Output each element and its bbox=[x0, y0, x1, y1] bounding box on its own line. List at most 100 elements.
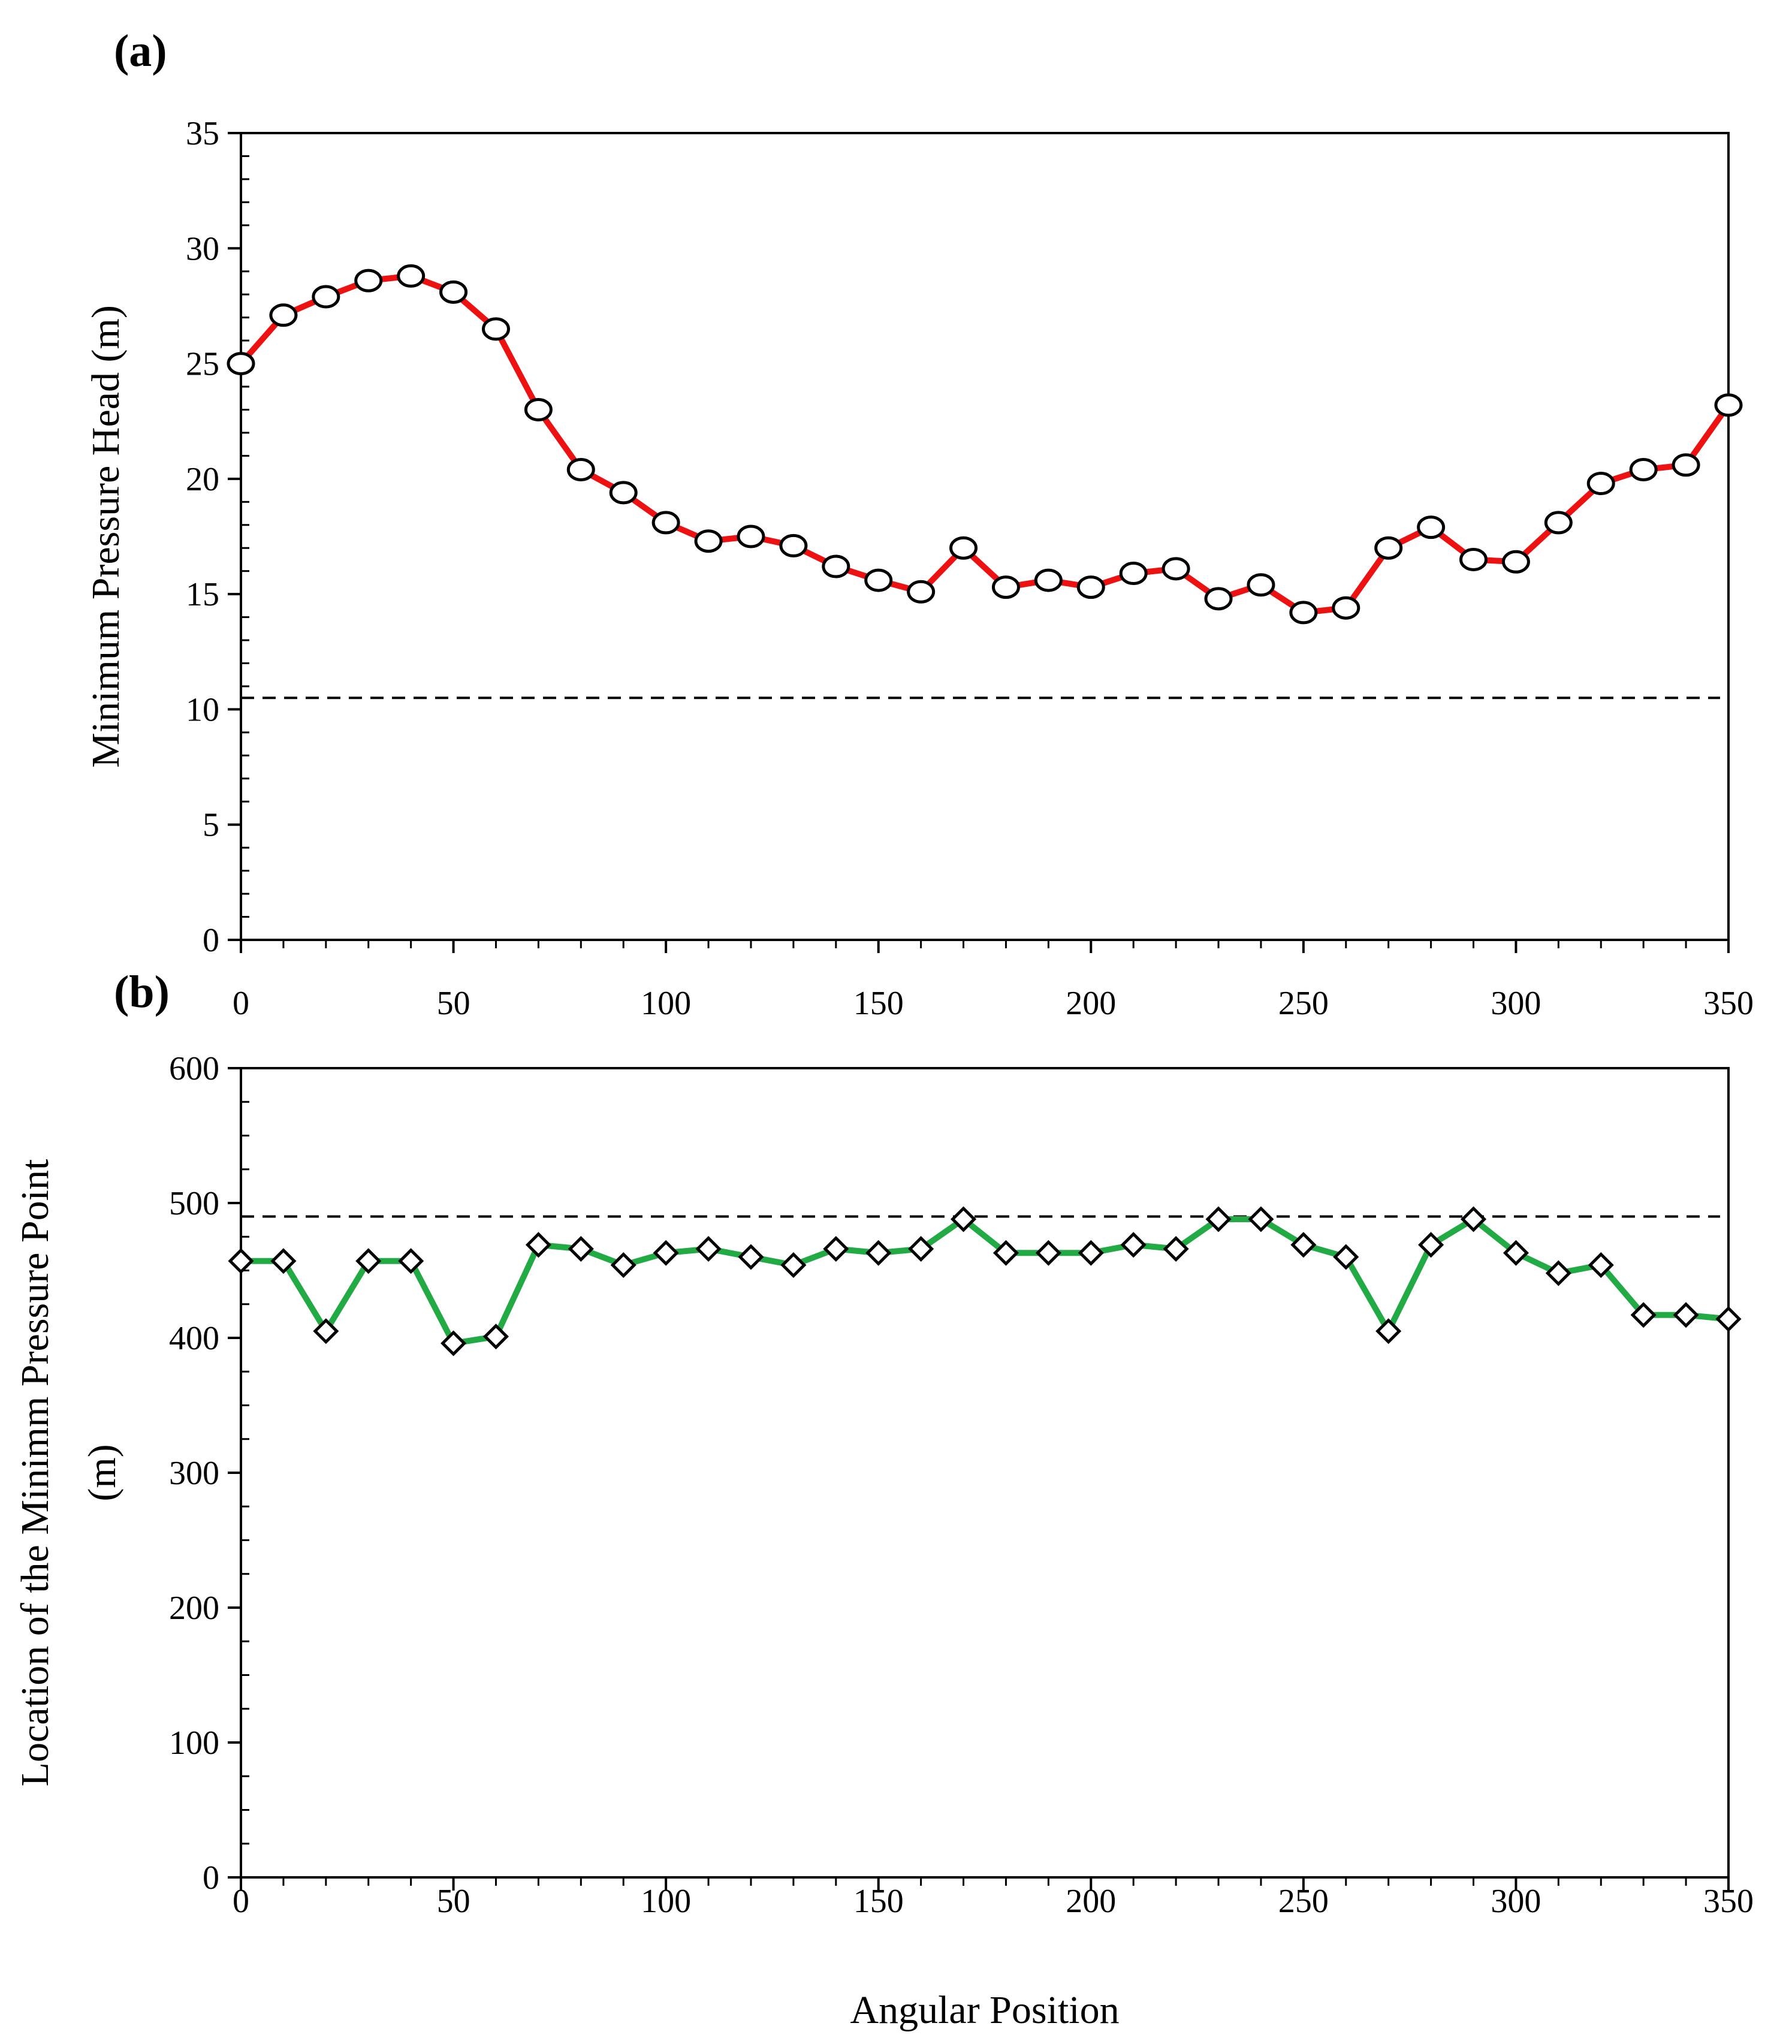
data-point-circle bbox=[1672, 453, 1700, 477]
data-point-diamond bbox=[1630, 1302, 1657, 1328]
y-tick-label-b: 100 bbox=[169, 1725, 219, 1762]
data-point-circle bbox=[397, 264, 426, 288]
y-tick-label-a: 5 bbox=[203, 807, 219, 844]
y-tick-label-a: 15 bbox=[186, 576, 219, 613]
y-tick-label-a: 35 bbox=[186, 115, 219, 152]
data-point-diamond bbox=[908, 1235, 934, 1262]
data-point-diamond bbox=[1418, 1232, 1444, 1258]
data-point-diamond bbox=[1588, 1252, 1614, 1279]
data-point-diamond bbox=[1460, 1206, 1487, 1232]
y-tick-label-b: 500 bbox=[169, 1185, 219, 1222]
y-axis-title-a: Minimum Pressure Head (m) bbox=[84, 305, 128, 768]
data-point-circle bbox=[1247, 573, 1275, 597]
data-point-circle bbox=[1034, 568, 1063, 592]
data-point-circle bbox=[354, 269, 383, 293]
data-point-diamond bbox=[1290, 1232, 1317, 1258]
data-point-circle bbox=[779, 533, 808, 557]
data-point-circle bbox=[1289, 601, 1318, 625]
y-tick-label-a: 10 bbox=[186, 691, 219, 728]
y-tick-label-a: 0 bbox=[203, 922, 219, 959]
panel-label-b: (b) bbox=[114, 967, 170, 1017]
data-point-diamond bbox=[695, 1235, 722, 1262]
data-point-circle bbox=[1586, 472, 1615, 496]
data-point-circle bbox=[227, 352, 255, 376]
data-point-diamond bbox=[865, 1240, 892, 1266]
data-point-diamond bbox=[1715, 1306, 1742, 1332]
x-tick-label-a: 100 bbox=[641, 985, 691, 1022]
x-tick-label-a: 50 bbox=[437, 985, 470, 1022]
x-tick-label-a: 250 bbox=[1278, 985, 1329, 1022]
x-tick-label-b: 150 bbox=[853, 1883, 904, 1920]
data-point-diamond bbox=[780, 1252, 807, 1279]
data-point-diamond bbox=[1375, 1318, 1402, 1344]
data-point-circle bbox=[694, 529, 723, 553]
data-point-circle bbox=[737, 524, 765, 548]
x-axis-title-b: Angular Position bbox=[850, 1988, 1119, 2032]
data-point-diamond bbox=[482, 1324, 509, 1350]
data-point-diamond bbox=[270, 1248, 297, 1274]
plot-frame-a bbox=[240, 132, 1730, 941]
data-point-circle bbox=[991, 575, 1020, 599]
data-point-circle bbox=[1374, 536, 1403, 560]
data-point-diamond bbox=[738, 1244, 764, 1270]
data-point-diamond bbox=[313, 1318, 339, 1344]
x-tick-label-b: 50 bbox=[437, 1883, 470, 1920]
x-tick-label-b: 350 bbox=[1703, 1883, 1754, 1920]
x-tick-label-b: 250 bbox=[1278, 1883, 1329, 1920]
data-point-circle bbox=[524, 397, 553, 421]
data-point-diamond bbox=[1205, 1206, 1232, 1232]
data-point-diamond bbox=[1333, 1244, 1359, 1270]
data-point-circle bbox=[312, 285, 340, 309]
data-point-diamond bbox=[355, 1248, 382, 1274]
plot-frame-b bbox=[240, 1067, 1730, 1879]
data-point-circle bbox=[1417, 515, 1446, 539]
data-point-diamond bbox=[228, 1248, 254, 1274]
y-axis-title-line2-b: (m) bbox=[80, 1444, 124, 1501]
x-tick-label-b: 200 bbox=[1066, 1883, 1116, 1920]
x-tick-label-a: 0 bbox=[233, 985, 249, 1022]
data-point-circle bbox=[566, 457, 595, 481]
data-point-circle bbox=[1544, 511, 1573, 535]
data-point-diamond bbox=[1673, 1302, 1699, 1328]
data-point-diamond bbox=[1163, 1235, 1189, 1262]
data-point-diamond bbox=[1035, 1240, 1061, 1266]
y-tick-label-b: 400 bbox=[169, 1320, 219, 1357]
x-tick-label-b: 100 bbox=[641, 1883, 691, 1920]
data-point-diamond bbox=[568, 1235, 594, 1262]
data-point-diamond bbox=[1078, 1240, 1104, 1266]
data-point-circle bbox=[1501, 550, 1530, 574]
data-point-circle bbox=[651, 511, 680, 535]
x-tick-label-a: 200 bbox=[1066, 985, 1116, 1022]
x-tick-label-a: 350 bbox=[1703, 985, 1754, 1022]
data-point-diamond bbox=[1545, 1260, 1571, 1286]
y-tick-label-b: 0 bbox=[203, 1859, 219, 1897]
data-point-circle bbox=[1119, 562, 1148, 586]
data-point-diamond bbox=[525, 1232, 551, 1258]
data-point-diamond bbox=[992, 1240, 1019, 1266]
panel-label-a: (a) bbox=[114, 26, 167, 76]
data-point-circle bbox=[864, 568, 893, 592]
data-point-diamond bbox=[1503, 1240, 1529, 1266]
x-tick-label-b: 300 bbox=[1491, 1883, 1541, 1920]
data-point-diamond bbox=[1248, 1206, 1274, 1232]
x-tick-label-a: 300 bbox=[1491, 985, 1541, 1022]
data-point-circle bbox=[1714, 393, 1743, 417]
data-point-circle bbox=[1332, 596, 1360, 620]
series-line-b bbox=[241, 1216, 1729, 1346]
x-tick-label-b: 0 bbox=[233, 1883, 249, 1920]
data-point-circle bbox=[1629, 457, 1658, 481]
data-point-circle bbox=[1162, 557, 1190, 581]
data-point-circle bbox=[1204, 587, 1233, 611]
data-point-diamond bbox=[441, 1330, 467, 1356]
data-point-diamond bbox=[398, 1248, 424, 1274]
y-tick-label-a: 30 bbox=[186, 230, 219, 267]
y-axis-title-line1-b: Location of the Minimm Pressure Point bbox=[13, 1159, 57, 1787]
data-point-circle bbox=[949, 536, 978, 560]
data-point-diamond bbox=[823, 1235, 849, 1262]
data-point-diamond bbox=[951, 1206, 977, 1232]
data-point-circle bbox=[822, 554, 850, 578]
data-point-circle bbox=[269, 303, 298, 327]
